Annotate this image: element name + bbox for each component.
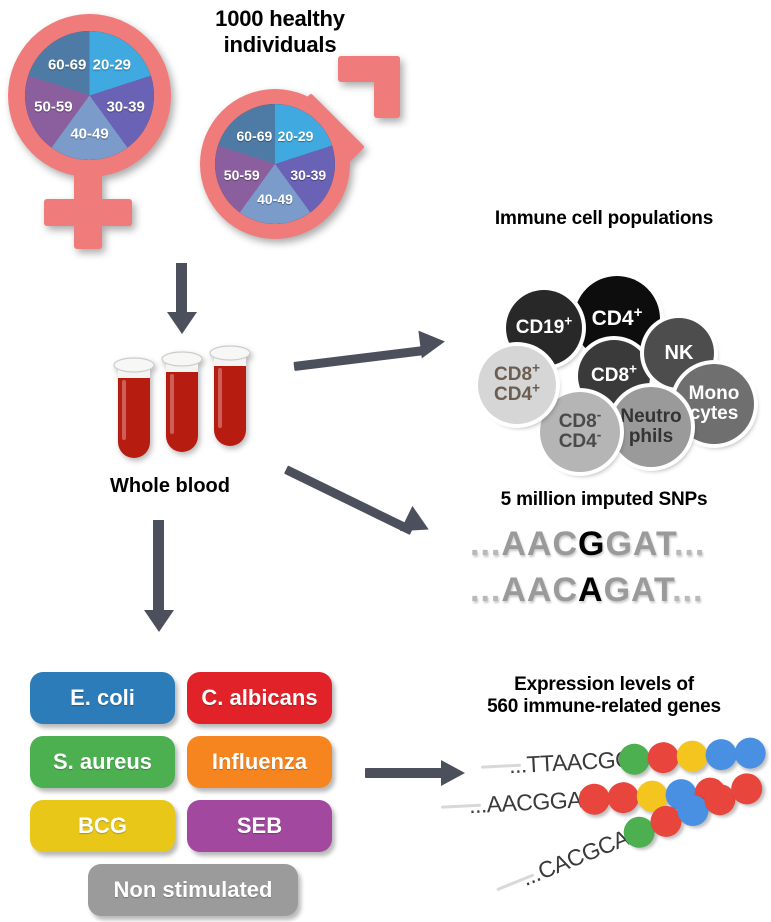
blood-tube <box>200 340 262 457</box>
rna-nucleotide-bead <box>733 736 767 770</box>
snp-sequence-row: ...AACGGAT... <box>470 525 705 564</box>
immune-cell-label: CD4+ <box>591 304 643 331</box>
age-group-label: 20-29 <box>92 56 132 74</box>
stimuli-panel: E. coli C. albicans S. aureus Influenza BCG S… <box>30 672 350 916</box>
rna-nucleotide-bead <box>646 741 680 774</box>
rna-nucleotide-bead <box>606 781 640 814</box>
snp-variant-base: A <box>578 571 604 609</box>
stimulus-button[interactable]: E. coli <box>30 672 175 724</box>
expression-title-line2: 560 immune-related genes <box>487 696 721 718</box>
arrow-shaft <box>284 465 414 535</box>
snp-prefix: ... <box>470 525 502 563</box>
rna-nucleotide-bead <box>617 742 651 776</box>
rna-nucleotide-bead <box>704 738 738 771</box>
stimulus-button[interactable]: Non stimulated <box>88 864 298 916</box>
expression-title: Expression levels of 560 immune-related … <box>437 674 771 719</box>
snp-left-bases: AAC <box>501 525 579 563</box>
rna-sequence-text: ...TTAACGG <box>508 745 634 779</box>
snp-left-bases: AAC <box>501 571 579 609</box>
immune-cell-label: CD8+ CD4+ <box>494 360 540 405</box>
immune-cell-label: Mono cytes <box>688 383 740 424</box>
stimulus-button[interactable]: SEB <box>187 800 332 852</box>
immune-cell-label: CD19+ <box>515 313 573 339</box>
stimulus-button[interactable]: BCG <box>30 800 175 852</box>
stimulus-label: C. albicans <box>201 685 318 710</box>
arrow-head <box>418 327 447 359</box>
age-group-label: 20-29 <box>277 127 314 144</box>
stimulus-button[interactable]: S. aureus <box>30 736 175 788</box>
rna-strands: ...TTAACGG ...AACGGAT ...CACGCAA <box>440 735 771 915</box>
cohort-title-line2: individuals <box>223 31 337 57</box>
age-group-label: 40-49 <box>257 191 293 207</box>
snp-right-bases: GAT <box>605 525 674 563</box>
arrow-shaft <box>365 768 443 778</box>
arrow-head <box>167 312 197 334</box>
male-symbol-ring: 20-29 30-39 40-49 50-59 60-69 <box>200 89 350 239</box>
stimulus-button[interactable]: C. albicans <box>187 672 332 724</box>
female-age-pie: 20-29 30-39 40-49 50-59 60-69 <box>25 31 154 160</box>
rna-sequence-text: ...AACGGAT <box>468 785 595 819</box>
immune-cell-label: Neutro phils <box>620 406 682 447</box>
snp-prefix: ... <box>470 571 502 609</box>
male-gender-symbol: 20-29 30-39 40-49 50-59 60-69 <box>196 50 416 245</box>
age-pie-slices <box>25 31 154 160</box>
immune-cell: Neutro phils <box>611 387 691 467</box>
arrow-shaft <box>293 346 424 371</box>
immune-cell: CD8+ CD4+ <box>478 346 556 424</box>
snp-right-bases: GAT <box>603 571 673 609</box>
age-group-label: 60-69 <box>236 127 273 144</box>
stimulus-label: SEB <box>236 813 283 838</box>
immune-cell-cluster: CD4+ CD19+ CD8+ NK Mono cytes Neutro phils CD8- C… <box>478 240 768 472</box>
male-symbol-arrow-side <box>374 56 400 118</box>
arrow-shaft <box>153 520 164 614</box>
immune-cell: CD8- CD4- <box>540 392 620 472</box>
arrow-shaft <box>176 263 187 316</box>
snp-title: 5 million imputed SNPs <box>500 489 708 510</box>
age-group-label: 60-69 <box>47 56 87 74</box>
age-group-label: 40-49 <box>70 125 109 142</box>
snp-sequence-row: ...AACAGAT... <box>470 571 703 610</box>
age-group-label: 50-59 <box>223 166 260 183</box>
stimulus-label: Influenza <box>211 749 308 774</box>
stimulus-label: E. coli <box>70 685 135 710</box>
age-group-label: 50-59 <box>34 98 73 116</box>
expression-title-line1: Expression levels of <box>514 674 694 695</box>
immune-cell-label: CD8- CD4- <box>558 407 602 452</box>
female-symbol-ring: 20-29 30-39 40-49 50-59 60-69 <box>8 14 171 177</box>
immune-title: Immune cell populations <box>494 208 714 229</box>
whole-blood-tubes <box>100 340 280 465</box>
snp-sequences: ...AACGGAT... ...AACAGAT... <box>470 525 750 615</box>
cohort-title-line1: 1000 healthy <box>215 6 345 31</box>
arrow-head <box>144 610 174 632</box>
age-group-label: 30-39 <box>106 98 145 116</box>
male-age-pie: 20-29 30-39 40-49 50-59 60-69 <box>215 104 335 224</box>
snp-suffix: ... <box>672 571 704 609</box>
stimulus-label: BCG <box>78 813 127 838</box>
female-gender-symbol: 20-29 30-39 40-49 50-59 60-69 <box>8 14 188 249</box>
stimulus-label: Non stimulated <box>113 877 273 902</box>
blood-tube <box>152 346 214 463</box>
stimulus-button[interactable]: Influenza <box>187 736 332 788</box>
snp-variant-base: G <box>578 525 606 563</box>
arrow-head <box>441 760 465 786</box>
age-group-label: 30-39 <box>290 166 327 183</box>
rna-nucleotide-bead <box>577 782 611 816</box>
female-symbol-cross <box>44 199 132 226</box>
immune-cell-label: CD8+ <box>591 361 637 387</box>
whole-blood-label: Whole blood <box>110 475 230 497</box>
immune-cell-label: NK <box>664 341 694 364</box>
stimulus-label: S. aureus <box>52 749 153 774</box>
blood-tube <box>104 352 166 469</box>
cohort-title: 1000 healthy individuals <box>160 6 400 58</box>
arrow-head <box>400 505 435 543</box>
rna-nucleotide-bead <box>675 739 709 773</box>
age-pie-slices <box>215 104 335 224</box>
snp-suffix: ... <box>673 525 706 563</box>
